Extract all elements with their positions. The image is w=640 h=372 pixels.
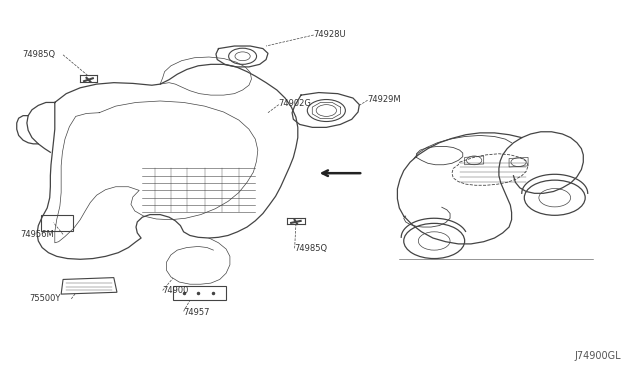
Text: 74900: 74900 [163,286,189,295]
Text: 74929M: 74929M [367,95,401,104]
Text: 74985Q: 74985Q [22,50,55,59]
Text: J74900GL: J74900GL [575,351,621,361]
Text: 75500Y: 75500Y [29,294,61,304]
Text: 74985Q: 74985Q [294,244,328,253]
Text: 74956M: 74956M [20,230,54,238]
Text: 74957: 74957 [184,308,210,317]
Text: 74928U: 74928U [314,30,346,39]
Text: 74902G: 74902G [279,99,312,108]
